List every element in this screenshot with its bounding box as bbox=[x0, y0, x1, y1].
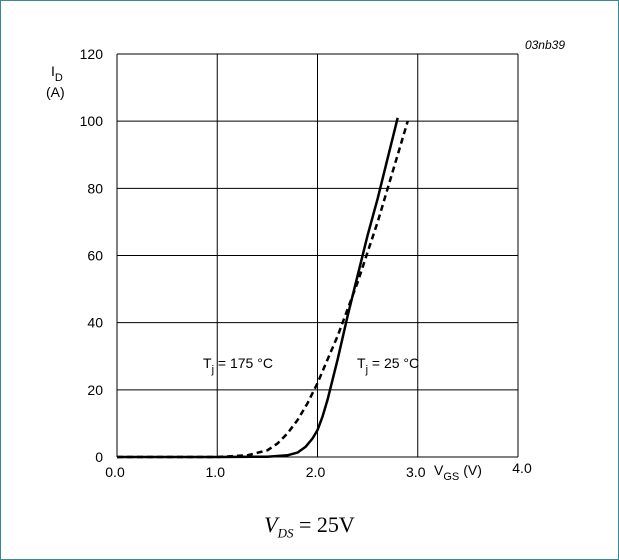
x-tick-label: 3.0 bbox=[406, 464, 426, 480]
y-tick-label: 120 bbox=[80, 46, 104, 62]
test-condition: VDS = 25V bbox=[264, 512, 355, 541]
x-tick-label: 4.0 bbox=[512, 460, 532, 476]
x-axis-label: VGS (V) bbox=[434, 462, 482, 483]
y-axis-unit: (A) bbox=[46, 84, 65, 100]
figure-code: 03nb39 bbox=[525, 38, 565, 52]
x-tick-labels: 0.0 1.0 2.0 3.0 4.0 bbox=[105, 460, 532, 480]
y-tick-label: 60 bbox=[87, 248, 103, 264]
x-tick-label: 0.0 bbox=[105, 464, 125, 480]
series-line-tj-25 bbox=[117, 117, 399, 459]
y-tick-labels: 0 20 40 60 80 100 120 bbox=[80, 46, 104, 465]
y-tick-label: 40 bbox=[87, 315, 103, 331]
annotation-tj-25: Tj = 25 °C bbox=[357, 355, 419, 376]
y-axis-label: ID bbox=[51, 63, 63, 84]
y-tick-label: 100 bbox=[80, 113, 104, 129]
x-tick-label: 2.0 bbox=[306, 464, 326, 480]
grid bbox=[116, 53, 519, 458]
series-lines bbox=[117, 117, 409, 459]
series-line-tj-175 bbox=[117, 120, 409, 459]
y-tick-label: 20 bbox=[87, 382, 103, 398]
annotation-tj-175: Tj = 175 °C bbox=[203, 355, 273, 376]
y-tick-label: 0 bbox=[95, 449, 103, 465]
y-tick-label: 80 bbox=[87, 180, 103, 196]
x-tick-label: 1.0 bbox=[206, 464, 226, 480]
